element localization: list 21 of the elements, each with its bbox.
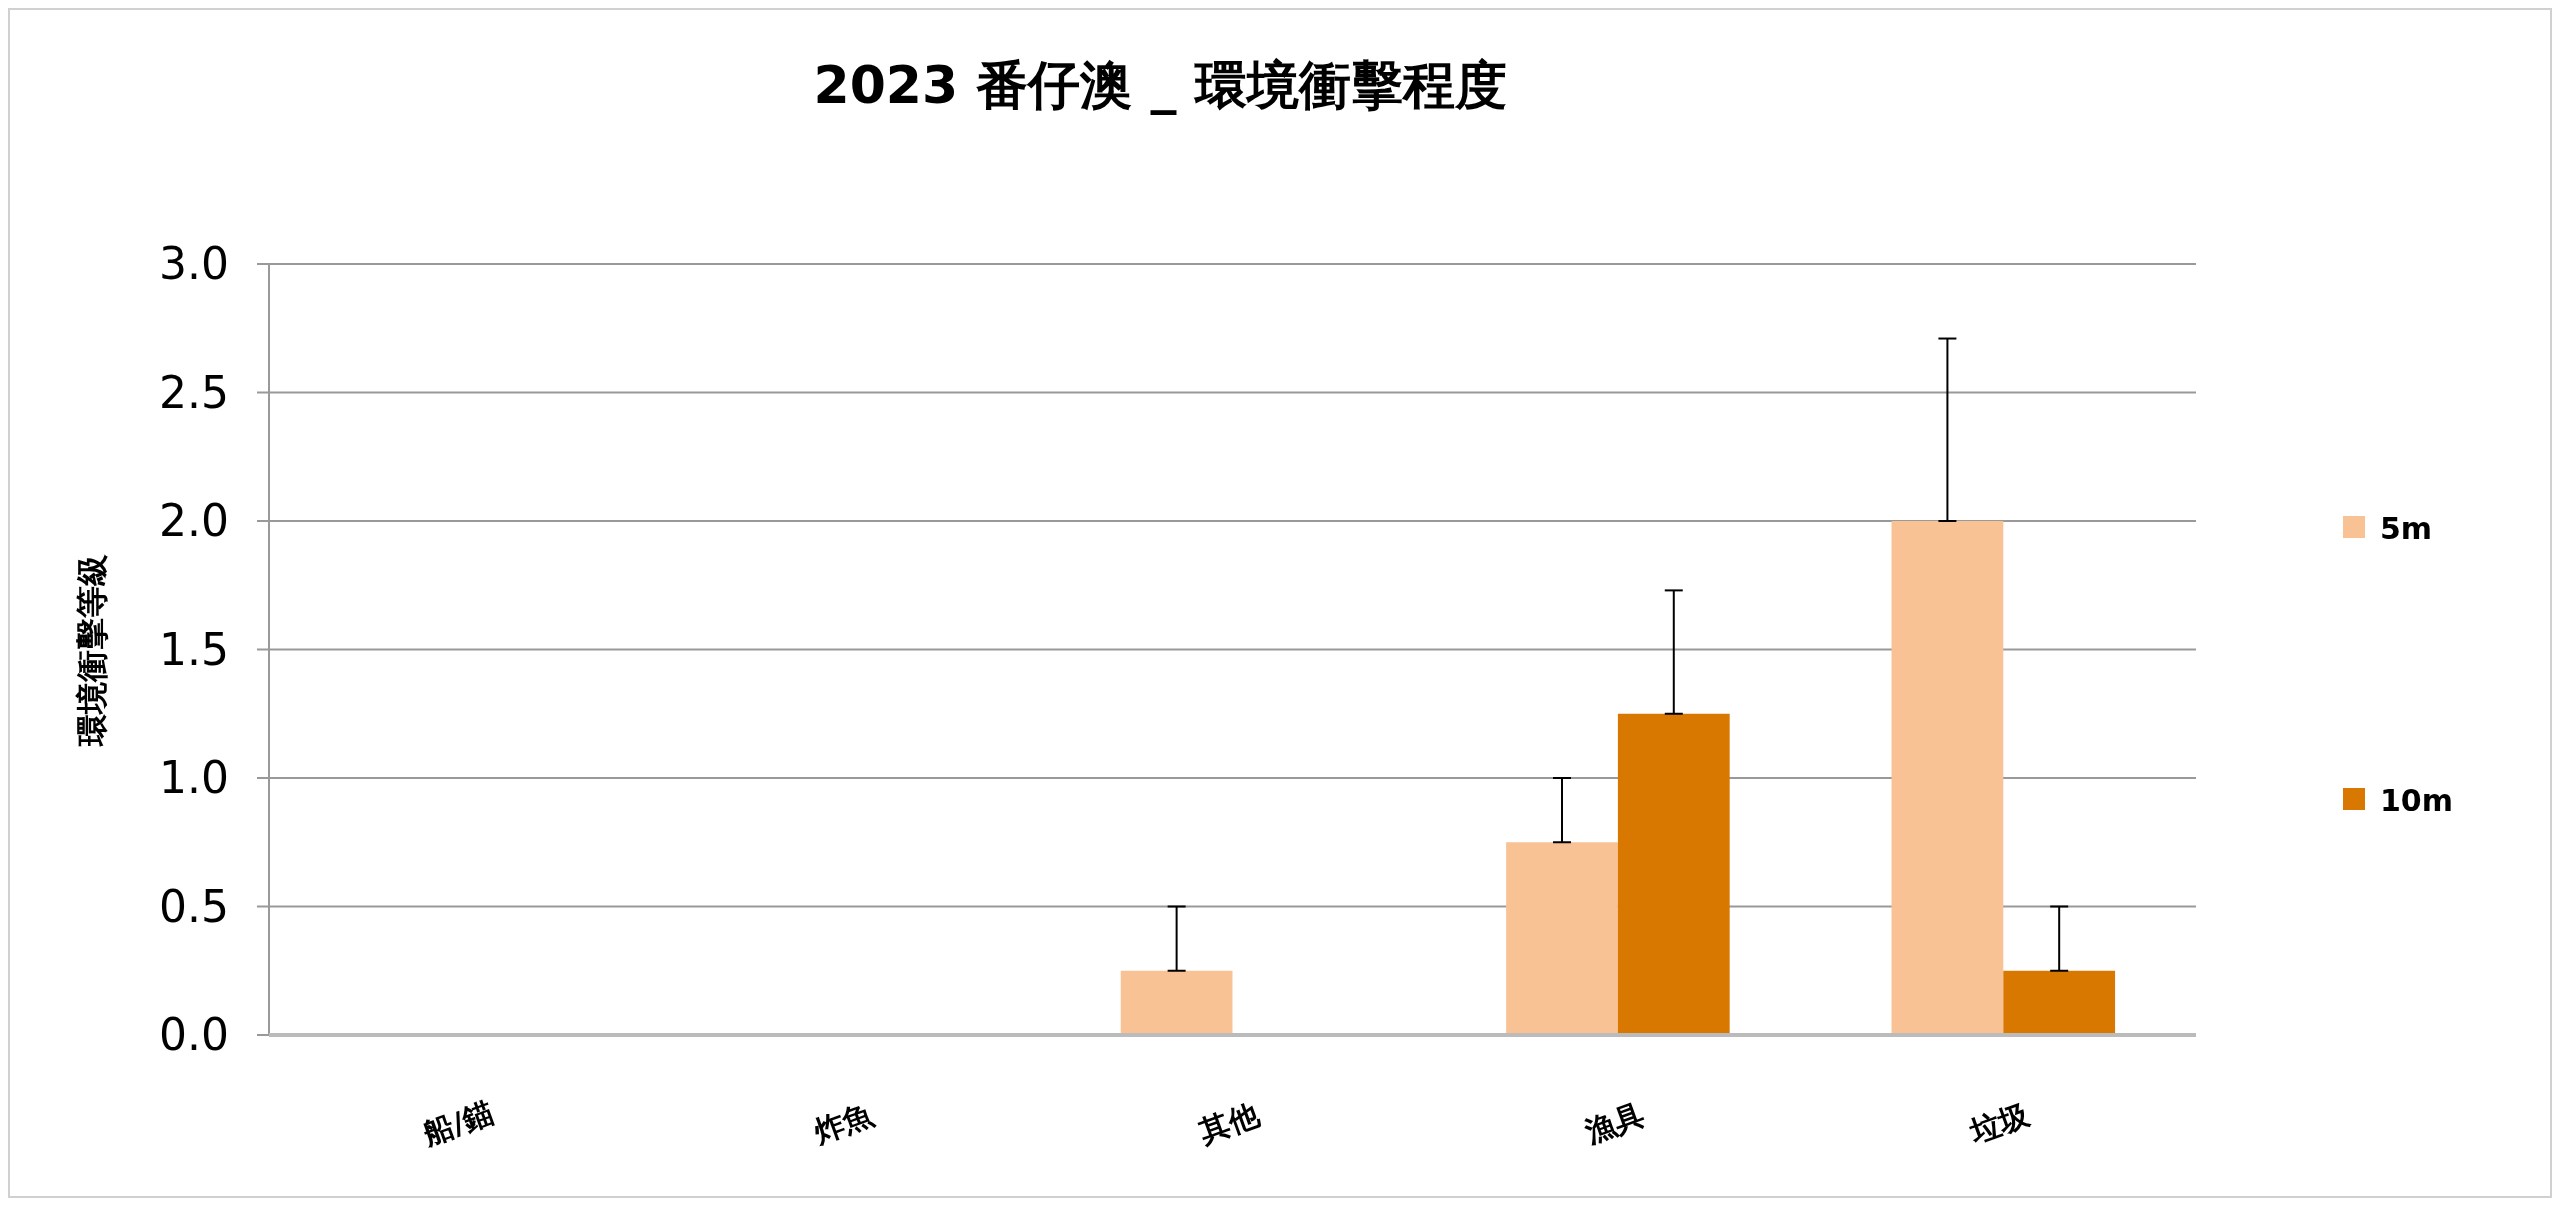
legend-label: 5m: [2380, 510, 2433, 546]
bar: [1617, 713, 1730, 1035]
y-tick-label: 2.5: [159, 366, 229, 418]
x-tick-label: 其他: [1193, 1096, 1265, 1151]
y-tick-label: 2.0: [159, 495, 229, 547]
bar: [1506, 842, 1618, 1035]
chart-title: 2023 番仔澳 _ 環境衝擊程度: [813, 55, 1507, 115]
y-tick-label: 0.0: [159, 1009, 229, 1061]
x-tick-label: 船/錨: [417, 1094, 498, 1153]
y-tick-label: 0.5: [159, 880, 229, 932]
y-axis-title: 環境衝擊等級: [73, 553, 111, 747]
x-tick-label: 垃圾: [1963, 1096, 2035, 1151]
legend-label: 10m: [2380, 782, 2454, 818]
bar: [1891, 521, 2004, 1035]
x-tick-label: 炸魚: [808, 1096, 879, 1151]
y-tick-label: 3.0: [159, 238, 229, 290]
bar: [1120, 970, 1233, 1035]
x-tick-label: 漁具: [1579, 1096, 1649, 1151]
bar: [2003, 970, 2116, 1035]
y-tick-label: 1.0: [159, 752, 229, 804]
y-tick-label: 1.5: [159, 623, 229, 675]
